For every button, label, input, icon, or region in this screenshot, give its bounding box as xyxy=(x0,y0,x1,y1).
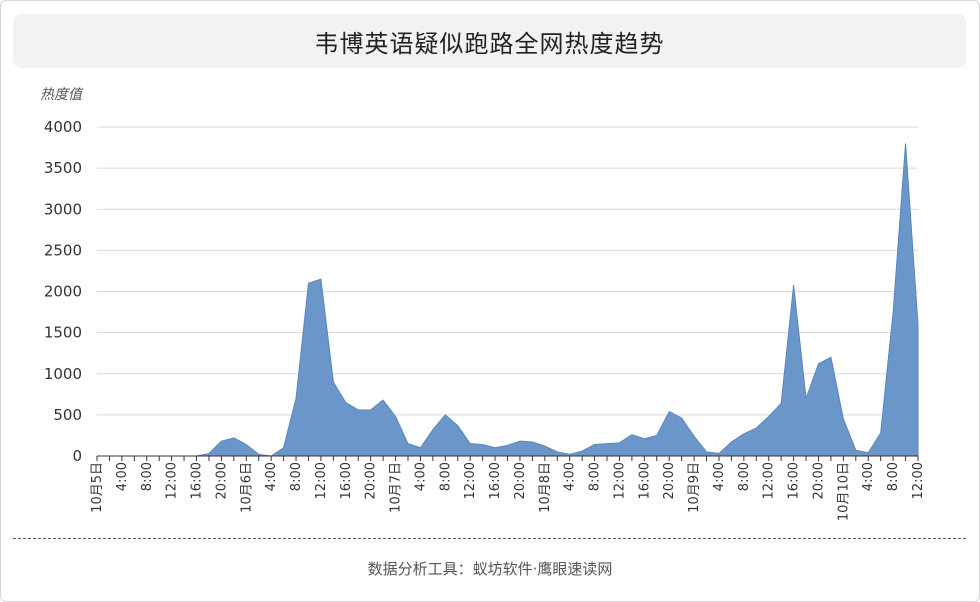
y-axis-label: 热度值 xyxy=(40,87,84,103)
y-tick-label: 1500 xyxy=(44,324,82,342)
x-tick-label: 12:00 xyxy=(165,462,180,499)
y-tick-label: 2500 xyxy=(44,241,82,259)
x-tick-label: 4:00 xyxy=(115,462,130,491)
x-tick-label: 4:00 xyxy=(563,462,578,491)
x-tick-label: 8:00 xyxy=(737,462,752,491)
x-tick-label: 10月5日 xyxy=(90,462,105,513)
x-tick-label: 12:00 xyxy=(762,462,777,499)
x-tick-label: 8:00 xyxy=(140,462,155,491)
x-tick-label: 4:00 xyxy=(712,462,727,491)
x-tick-label: 20:00 xyxy=(811,462,826,499)
x-tick-label: 16:00 xyxy=(787,462,802,499)
x-tick-label: 8:00 xyxy=(438,462,453,491)
y-tick-label: 1000 xyxy=(44,365,82,383)
x-tick-label: 12:00 xyxy=(612,462,627,499)
x-tick-label: 10月10日 xyxy=(836,462,851,521)
series-area xyxy=(97,143,919,457)
x-tick-label: 20:00 xyxy=(214,462,229,499)
x-tick-label: 16:00 xyxy=(190,462,205,499)
y-tick-label: 3500 xyxy=(44,159,82,177)
x-tick-label: 10月7日 xyxy=(389,462,404,513)
x-tick-label: 12:00 xyxy=(463,462,478,499)
x-tick-label: 10月9日 xyxy=(687,462,702,513)
x-tick-label: 20:00 xyxy=(662,462,677,499)
x-tick-label: 16:00 xyxy=(637,462,652,499)
x-tick-label: 12:00 xyxy=(911,462,926,499)
footer-credit: 数据分析工具：蚁坊软件·鹰眼速读网 xyxy=(367,560,613,578)
x-tick-label: 4:00 xyxy=(413,462,428,491)
y-tick-label: 500 xyxy=(53,406,82,424)
chart-title: 韦博英语疑似跑路全网热度趋势 xyxy=(314,29,665,58)
x-tick-label: 20:00 xyxy=(513,462,528,499)
x-tick-label: 8:00 xyxy=(588,462,603,491)
y-tick-label: 2000 xyxy=(44,283,82,301)
x-tick-label: 4:00 xyxy=(861,462,876,491)
x-tick-label: 16:00 xyxy=(488,462,503,499)
title-bar: 韦博英语疑似跑路全网热度趋势 xyxy=(13,14,966,68)
x-tick-label: 16:00 xyxy=(339,462,354,499)
x-tick-label: 12:00 xyxy=(314,462,329,499)
x-tick-label: 20:00 xyxy=(364,462,379,499)
x-tick-label: 8:00 xyxy=(886,462,901,491)
x-tick-label: 10月6日 xyxy=(239,462,254,513)
x-tick-label: 10月8日 xyxy=(538,462,553,513)
y-tick-label: 3000 xyxy=(44,200,82,218)
x-tick-label: 4:00 xyxy=(264,462,279,491)
x-tick-label: 8:00 xyxy=(289,462,304,491)
y-tick-label: 0 xyxy=(72,447,82,465)
y-tick-label: 4000 xyxy=(44,118,82,136)
footer-divider xyxy=(13,538,966,539)
